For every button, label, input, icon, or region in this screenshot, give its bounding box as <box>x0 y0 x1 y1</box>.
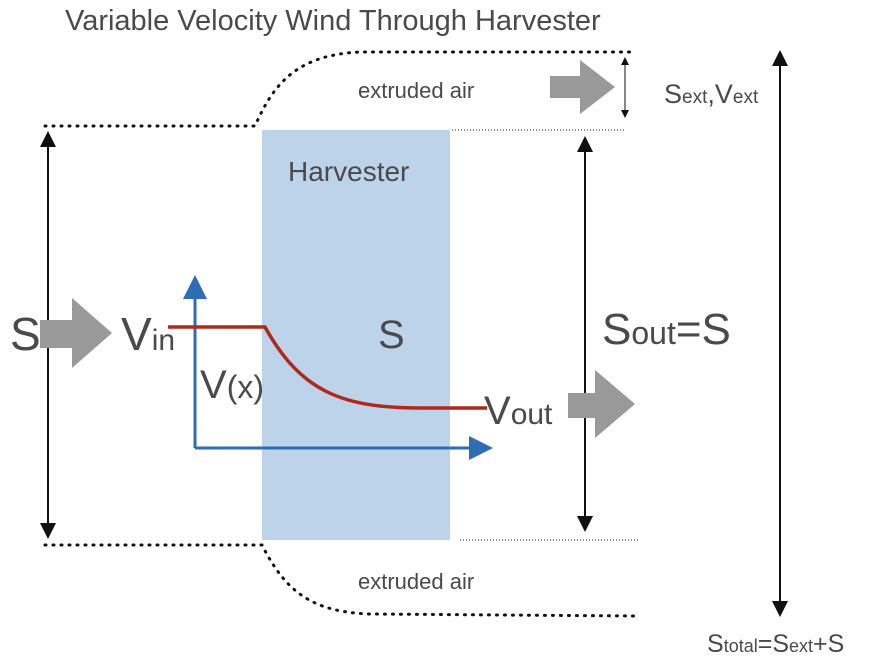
harvester-label: Harvester <box>288 156 409 187</box>
velocity-curve <box>168 325 487 410</box>
curve-label: V(x) <box>200 363 264 407</box>
stream-boundary-top <box>43 50 637 128</box>
harvester-area: S <box>378 313 405 357</box>
label-sub: ext <box>789 636 813 656</box>
extruded-label: extruded air <box>358 569 474 594</box>
label-sub: in <box>152 324 175 357</box>
outlet-area: Sout=S <box>602 305 731 354</box>
outlet-velocity: Vout <box>484 389 553 433</box>
inlet-velocity: Vin <box>121 308 175 360</box>
title: Variable Velocity Wind Through Harvester <box>65 5 601 37</box>
total-label: Stotal=Sext+S <box>707 630 844 658</box>
extruded-label: extruded air <box>358 78 474 103</box>
label-base: =S <box>758 630 789 658</box>
label-base: S <box>707 630 724 658</box>
inlet-area: S <box>10 308 41 360</box>
flow-arrow <box>40 298 112 368</box>
flow-arrow <box>568 370 635 438</box>
label-sub: total <box>724 636 758 656</box>
label-sub: (x) <box>227 369 264 405</box>
stream-boundary-bottom <box>43 543 637 618</box>
label-base: V <box>121 308 152 360</box>
label-base: ,V <box>707 79 733 109</box>
label-sub: out <box>511 398 553 431</box>
label-rest: =S <box>676 305 731 354</box>
label-base: +S <box>813 630 844 658</box>
label-base: S <box>602 305 631 354</box>
label-sub: ext <box>682 87 708 108</box>
extruded-flow-label: Sext,Vext <box>664 79 759 109</box>
flow-arrow <box>550 60 615 114</box>
label-base: S <box>664 79 682 109</box>
label-sub: out <box>631 315 676 351</box>
harvester <box>262 130 450 540</box>
label-base: V <box>484 389 511 433</box>
label-sub: ext <box>733 87 759 108</box>
label-base: V <box>200 363 227 407</box>
